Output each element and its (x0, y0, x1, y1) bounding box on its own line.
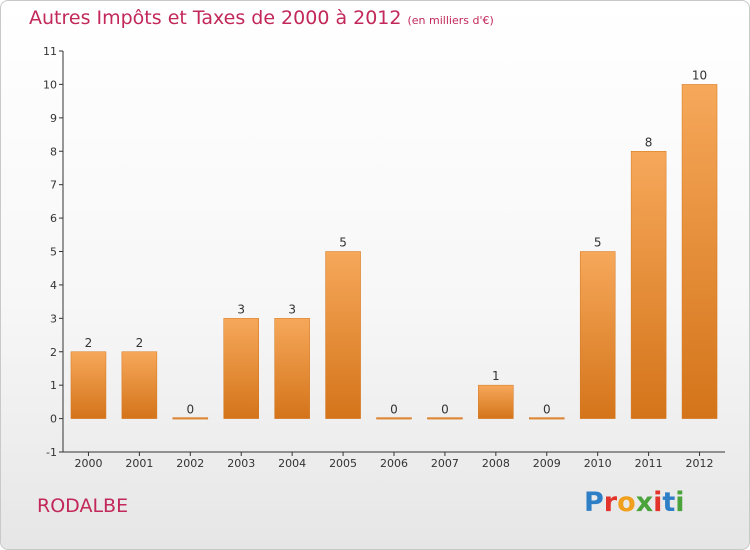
bar (579, 251, 616, 419)
bar (681, 84, 718, 419)
x-tick-label: 2005 (329, 457, 357, 470)
y-tick-label: 8 (50, 145, 57, 158)
x-tick-label: 2004 (278, 457, 306, 470)
y-tick-label: 11 (43, 45, 57, 58)
x-tick-label: 2006 (380, 457, 408, 470)
chart-title-text: Autres Impôts et Taxes de 2000 à 2012 (29, 7, 402, 29)
x-tick-label: 2003 (227, 457, 255, 470)
y-tick-label: 4 (50, 279, 57, 292)
logo-letter: x (635, 487, 654, 518)
x-tick-label: 2007 (431, 457, 459, 470)
bar (630, 151, 667, 419)
logo-letter: i (653, 487, 663, 518)
logo-letter: t (662, 487, 676, 518)
logo-letter: i (675, 487, 685, 518)
y-tick-label: 2 (50, 346, 57, 359)
y-tick-label: 5 (50, 246, 57, 259)
x-tick-label: 2002 (176, 457, 204, 470)
x-tick-label: 2000 (74, 457, 102, 470)
bar (274, 318, 310, 419)
data-label: 3 (237, 302, 245, 316)
x-tick-label: 2010 (584, 457, 612, 470)
bar (70, 351, 107, 419)
chart-title: Autres Impôts et Taxes de 2000 à 2012 (en… (29, 7, 494, 29)
bar (121, 351, 158, 419)
y-tick-label: -1 (46, 446, 57, 459)
y-tick-label: 10 (43, 78, 57, 91)
data-label: 3 (288, 302, 296, 316)
data-label: 10 (692, 68, 707, 82)
logo-letter: r (603, 487, 618, 518)
bar (325, 251, 361, 419)
y-tick-label: 7 (50, 179, 57, 192)
data-label: 0 (390, 403, 398, 417)
x-tick-label: 2011 (635, 457, 663, 470)
y-tick-label: 6 (50, 212, 57, 225)
y-tick-label: 1 (50, 379, 57, 392)
commune-name: RODALBE (37, 495, 129, 517)
x-tick-label: 2012 (686, 457, 714, 470)
logo-letter: P (584, 487, 604, 518)
data-label: 0 (186, 403, 194, 417)
data-label: 2 (136, 336, 144, 350)
bar (172, 417, 209, 420)
y-tick-label: 0 (50, 413, 57, 426)
data-label: 0 (441, 403, 449, 417)
x-tick-label: 2009 (533, 457, 561, 470)
bar (427, 417, 463, 420)
bar (376, 417, 412, 420)
x-tick-label: 2008 (482, 457, 510, 470)
bar (529, 417, 565, 420)
data-label: 5 (339, 236, 347, 250)
y-tick-label: 9 (50, 112, 57, 125)
logo-letter: o (617, 487, 636, 518)
chart-unit: (en milliers d'€) (407, 14, 494, 27)
data-label: 2 (85, 336, 93, 350)
x-tick-label: 2001 (125, 457, 153, 470)
data-label: 1 (492, 369, 500, 383)
y-tick-label: 3 (50, 312, 57, 325)
data-label: 8 (645, 135, 653, 149)
data-label: 0 (543, 403, 551, 417)
bar (223, 318, 259, 419)
bar (478, 384, 514, 419)
data-label: 5 (594, 236, 602, 250)
proxiti-logo[interactable]: Proxiti (584, 487, 685, 518)
